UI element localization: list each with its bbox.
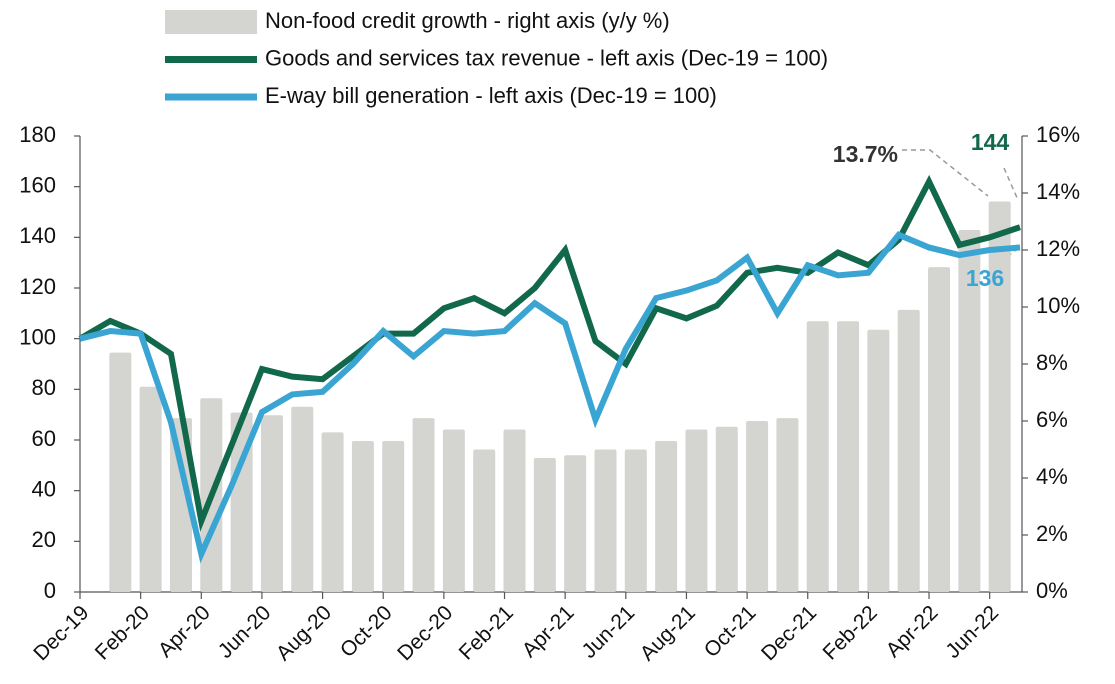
- y2-tick-label: 8%: [1036, 350, 1068, 375]
- x-tick-label: Aug-20: [272, 601, 336, 665]
- x-tick-label: Aug-21: [636, 601, 700, 665]
- data-label: 13.7%: [833, 141, 898, 167]
- data-label: 136: [966, 265, 1004, 291]
- bar: [503, 429, 526, 592]
- legend-swatch: [165, 10, 257, 34]
- bar: [442, 429, 465, 592]
- bar: [776, 418, 799, 592]
- bar: [594, 449, 617, 592]
- line: [79, 231, 1021, 564]
- y2-tick-label: 12%: [1036, 236, 1080, 261]
- bar: [291, 406, 314, 592]
- bar: [715, 426, 738, 592]
- y-tick-label: 180: [19, 122, 56, 147]
- bar: [624, 449, 647, 592]
- y-tick-label: 40: [32, 476, 56, 501]
- bar: [746, 421, 769, 592]
- bar: [655, 440, 678, 592]
- bar: [564, 455, 587, 592]
- x-tick-label: Jun-20: [214, 601, 276, 663]
- x-tick-label: Feb-22: [819, 601, 882, 664]
- y2-tick-label: 4%: [1036, 464, 1068, 489]
- legend-label: E-way bill generation - left axis (Dec-1…: [265, 83, 717, 108]
- y-tick-label: 20: [32, 527, 56, 552]
- x-tick-label: Apr-20: [154, 601, 215, 662]
- bar: [867, 329, 890, 592]
- x-tick-label: Dec-21: [757, 601, 821, 665]
- bar: [685, 429, 708, 592]
- bar: [928, 267, 951, 592]
- x-tick-label: Feb-20: [91, 601, 154, 664]
- y-tick-label: 100: [19, 324, 56, 349]
- x-tick-label: Jun-21: [578, 601, 640, 663]
- x-tick-label: Feb-21: [455, 601, 518, 664]
- legend-label: Non-food credit growth - right axis (y/y…: [265, 8, 670, 33]
- x-tick-label: Apr-22: [882, 601, 943, 662]
- bar: [139, 386, 162, 592]
- y-tick-label: 160: [19, 172, 56, 197]
- bar: [988, 201, 1011, 593]
- x-tick-label: Jun-22: [941, 601, 1003, 663]
- bar: [230, 412, 253, 592]
- leader-line: [902, 149, 989, 197]
- bar: [958, 230, 981, 593]
- y2-tick-label: 10%: [1036, 293, 1080, 318]
- y-tick-label: 80: [32, 375, 56, 400]
- x-tick-label: Apr-21: [518, 601, 579, 662]
- y2-tick-label: 6%: [1036, 407, 1068, 432]
- y-tick-label: 60: [32, 426, 56, 451]
- bar: [351, 440, 374, 592]
- x-tick-label: Dec-20: [393, 601, 457, 665]
- legend-label: Goods and services tax revenue - left ax…: [265, 45, 828, 70]
- bar: [533, 458, 556, 592]
- y-tick-label: 0: [44, 578, 56, 603]
- y-tick-label: 120: [19, 274, 56, 299]
- bar: [806, 321, 829, 592]
- y2-tick-label: 2%: [1036, 521, 1068, 546]
- bar: [473, 449, 496, 592]
- y2-tick-label: 16%: [1036, 122, 1080, 147]
- leader-line: [1003, 167, 1019, 201]
- y2-tick-label: 0%: [1036, 578, 1068, 603]
- y-tick-label: 140: [19, 223, 56, 248]
- data-label: 144: [971, 129, 1010, 155]
- bar: [260, 415, 283, 592]
- bar: [412, 418, 435, 592]
- x-tick-label: Dec-19: [29, 601, 93, 665]
- y2-tick-label: 14%: [1036, 179, 1080, 204]
- bar: [109, 352, 132, 592]
- bar: [382, 440, 405, 592]
- bar: [837, 321, 860, 592]
- bar: [897, 309, 920, 592]
- bar: [321, 432, 344, 592]
- x-tick-label: Oct-21: [700, 601, 761, 662]
- x-tick-label: Oct-20: [336, 601, 397, 662]
- line: [78, 174, 1021, 532]
- bar: [169, 418, 192, 592]
